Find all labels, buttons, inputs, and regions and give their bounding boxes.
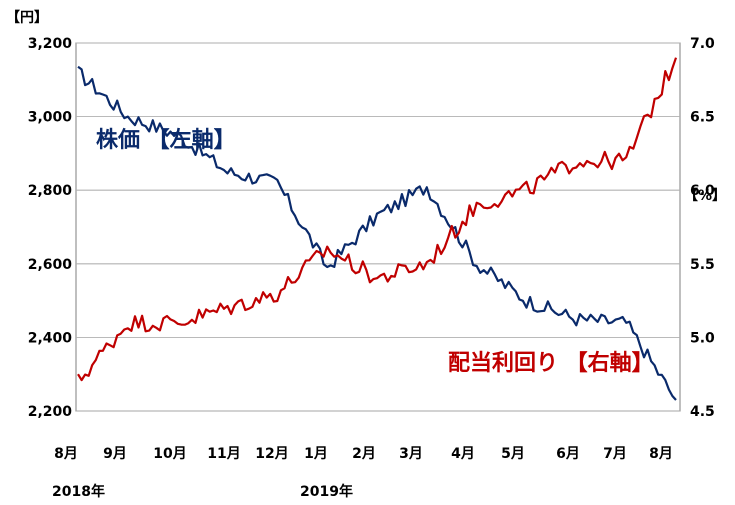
plot-area [75,42,681,412]
right-tick-label: 5.0 [690,330,715,346]
series-label-stock-price: 株価 【左軸】 [96,127,236,153]
x-tick-label: 6月 [556,446,580,462]
x-tick-label: 4月 [451,446,475,462]
x-tick-label: 8月 [649,446,673,462]
left-tick-label: 3,200 [28,36,73,52]
right-axis-unit: 【%】 [684,188,726,204]
x-tick-label: 5月 [501,446,525,462]
left-tick-label: 3,000 [28,110,73,126]
x-tick-label: 8月 [54,446,78,462]
left-tick-label: 2,600 [28,257,73,273]
right-tick-label: 5.5 [690,257,715,273]
x-tick-label: 2月 [352,446,376,462]
x-tick-label: 7月 [603,446,627,462]
series-label-dividend-yield: 配当利回り 【右軸】 [448,350,654,376]
left-tick-label: 2,400 [28,330,73,346]
right-tick-label: 4.5 [690,404,715,420]
year-label-2019: 2019年 [300,483,353,500]
gridlines [76,42,680,412]
dividend-yield-line [77,57,678,382]
stock-price-line [77,65,677,401]
left-tick-label: 2,200 [28,404,73,420]
left-axis-unit: 【円】 [6,10,48,26]
right-tick-label: 6.5 [690,110,715,126]
x-tick-label: 11月 [207,446,240,462]
x-tick-label: 1月 [304,446,328,462]
x-tick-label: 12月 [255,446,288,462]
x-tick-label: 9月 [103,446,127,462]
left-axis-ticks: 3,200 3,000 2,800 2,600 2,400 2,200 [28,36,73,420]
right-tick-label: 7.0 [690,36,715,52]
x-axis-ticks: 8月 9月 10月 11月 12月 1月 2月 3月 4月 5月 6月 7月 8月 [54,446,673,462]
left-tick-label: 2,800 [28,183,73,199]
x-tick-label: 10月 [153,446,186,462]
right-axis-ticks: 7.0 6.5 6.0 5.5 5.0 4.5 [690,36,715,420]
x-tick-label: 3月 [399,446,423,462]
series-lines [77,57,678,401]
year-label-2018: 2018年 [52,483,105,500]
right-tick-label: 6.0 [690,183,715,199]
